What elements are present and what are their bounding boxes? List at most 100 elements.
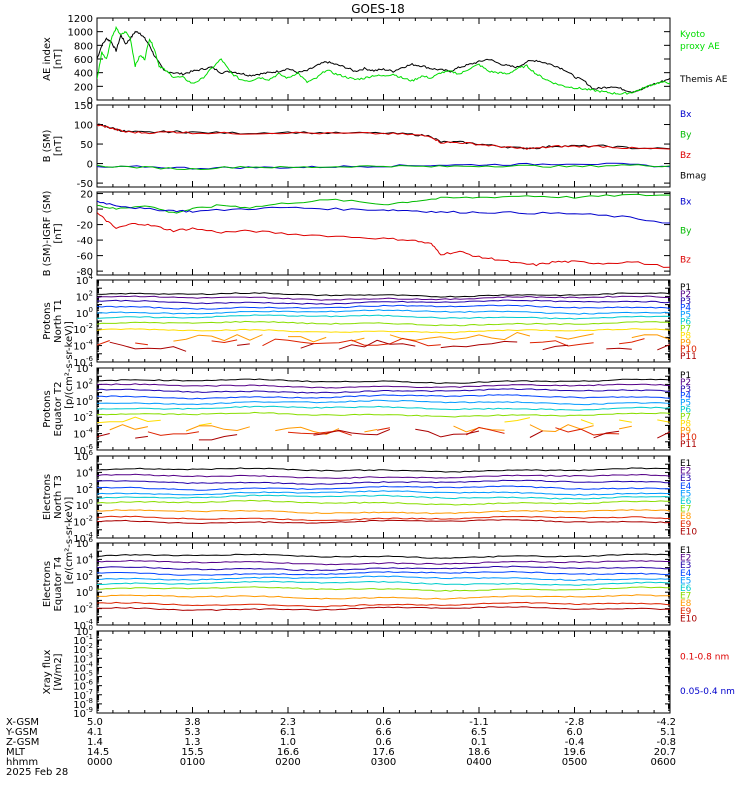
series-line-bz	[97, 124, 670, 150]
channel-line-e2	[97, 559, 670, 566]
legend-bx: Bx	[680, 197, 692, 207]
series-line-kyoto-proxy-ae	[97, 25, 670, 95]
y-tick-label: 106	[76, 536, 94, 550]
legend-by: By	[680, 226, 692, 236]
channel-line-e6	[97, 580, 670, 586]
legend-p1: P1	[680, 371, 691, 381]
ephemeris-value: 5.0	[87, 717, 103, 728]
panel-dbi: -80 -60 -40 -20 0 20 B (SM)-IGRF (SM) [nT] Bx By B…	[42, 190, 692, 279]
channel-line-p8	[97, 328, 670, 334]
ephemeris-value: -2.8	[565, 717, 585, 728]
legend-p4: P4	[680, 304, 691, 314]
y-tick-label: -80	[77, 267, 93, 278]
ephemeris-value: 19.6	[563, 747, 585, 758]
channel-line-e7	[97, 499, 670, 506]
channel-line-e9	[97, 515, 670, 522]
legend-p3: P3	[680, 297, 691, 307]
y-tick-label: -50	[77, 179, 93, 190]
y-tick-label: -60	[77, 252, 93, 263]
legend-p2: P2	[680, 290, 691, 300]
y-tick-label: 102	[76, 289, 93, 303]
ephemeris-value: 5.3	[185, 727, 201, 738]
legend-e1: E1	[680, 546, 691, 556]
legend-p6: P6	[680, 406, 691, 416]
legend-themis-ae: Themis AE	[679, 75, 728, 85]
channel-line-p4	[97, 394, 670, 400]
channel-line-p8	[97, 416, 670, 426]
channel-line-p5	[97, 399, 670, 406]
ephemeris-row-label: Y-GSM	[5, 727, 38, 738]
channel-line-p11	[109, 339, 670, 352]
ephemeris-value: 14.5	[87, 747, 109, 758]
legend-e9: E9	[680, 607, 692, 617]
ephemeris-value: 6.1	[280, 727, 296, 738]
legend-e7: E7	[680, 592, 691, 602]
series-line-by	[97, 164, 670, 171]
y-tick-label: 400	[74, 69, 93, 80]
y-tick-label: 200	[74, 82, 93, 93]
y-tick-label: 100	[76, 394, 93, 408]
ephemeris-value: 0400	[466, 757, 491, 768]
y-tick-label: 600	[74, 55, 93, 66]
y-tick-label: 104	[76, 361, 94, 375]
legend-p8: P8	[680, 331, 691, 341]
channel-line-e8	[97, 594, 670, 600]
y-axis-label: AE index	[42, 37, 53, 81]
y-tick-label: 102	[76, 569, 93, 583]
legend-p4: P4	[680, 392, 691, 402]
channel-line-p6	[97, 314, 670, 320]
y-tick-label: 10-4	[73, 339, 93, 353]
legend-p9: P9	[680, 338, 691, 348]
legend-e4: E4	[680, 569, 692, 579]
panel-frame	[96, 17, 671, 101]
panel-data	[97, 123, 670, 171]
legend-p11: P11	[680, 352, 697, 362]
chart-title: GOES-18	[351, 2, 405, 16]
y-axis-sublabel: [nT]	[53, 136, 64, 156]
legend-e3: E3	[680, 561, 691, 571]
channel-line-e4	[97, 570, 670, 576]
channel-line-e5	[97, 575, 670, 582]
ephemeris-value: 6.6	[376, 727, 392, 738]
legend-by: By	[680, 131, 692, 141]
legend-e2: E2	[680, 467, 691, 477]
panel-frame	[96, 455, 671, 539]
y-axis-label: B (SM)	[42, 129, 53, 162]
y-tick-label: 10-2	[73, 410, 93, 424]
series-line-bz	[97, 212, 670, 268]
ephemeris-value: 1.0	[280, 737, 296, 748]
channel-line-e1	[97, 467, 670, 473]
shared-unit-label: [p/(cm²-s-sr-keV)]	[64, 321, 75, 409]
ephemeris-table: X-GSM 5.0 3.8 2.3 0.6 -1.1 -2.8 -4.2 Y-GSM 4.1 5.3…	[5, 717, 676, 768]
legend-p2: P2	[680, 378, 691, 388]
ephemeris-value: -1.1	[469, 717, 489, 728]
y-tick-label: 1000	[68, 28, 93, 39]
y-tick-label: -40	[77, 236, 93, 247]
legend-e2: E2	[680, 554, 691, 564]
ephemeris-value: -0.8	[656, 737, 676, 748]
ephemeris-value: 3.8	[185, 717, 201, 728]
legend-e4: E4	[680, 482, 692, 492]
y-axis-sublabel: [W/m2]	[53, 653, 64, 690]
ephemeris-value: 18.6	[468, 747, 490, 758]
y-tick-label: 0	[87, 96, 93, 107]
legend-e10: E10	[680, 614, 697, 624]
channel-line-p7	[97, 320, 670, 327]
y-axis-sublabel: [nT]	[53, 223, 64, 243]
channel-line-p10	[147, 426, 620, 436]
y-tick-label: 20	[80, 190, 93, 201]
y-tick-label: 1200	[68, 14, 93, 25]
channel-line-e10	[97, 606, 670, 612]
channel-line-p5	[97, 309, 670, 315]
y-tick-label: 10-2	[73, 322, 93, 336]
y-tick-label: 100	[76, 585, 93, 599]
y-tick-label: 10-4	[73, 427, 93, 441]
y-tick-label: 50	[80, 140, 93, 151]
panel-data	[97, 25, 670, 95]
y-tick-label: 10-2	[73, 602, 93, 616]
y-tick-label: 10-2	[73, 515, 93, 529]
